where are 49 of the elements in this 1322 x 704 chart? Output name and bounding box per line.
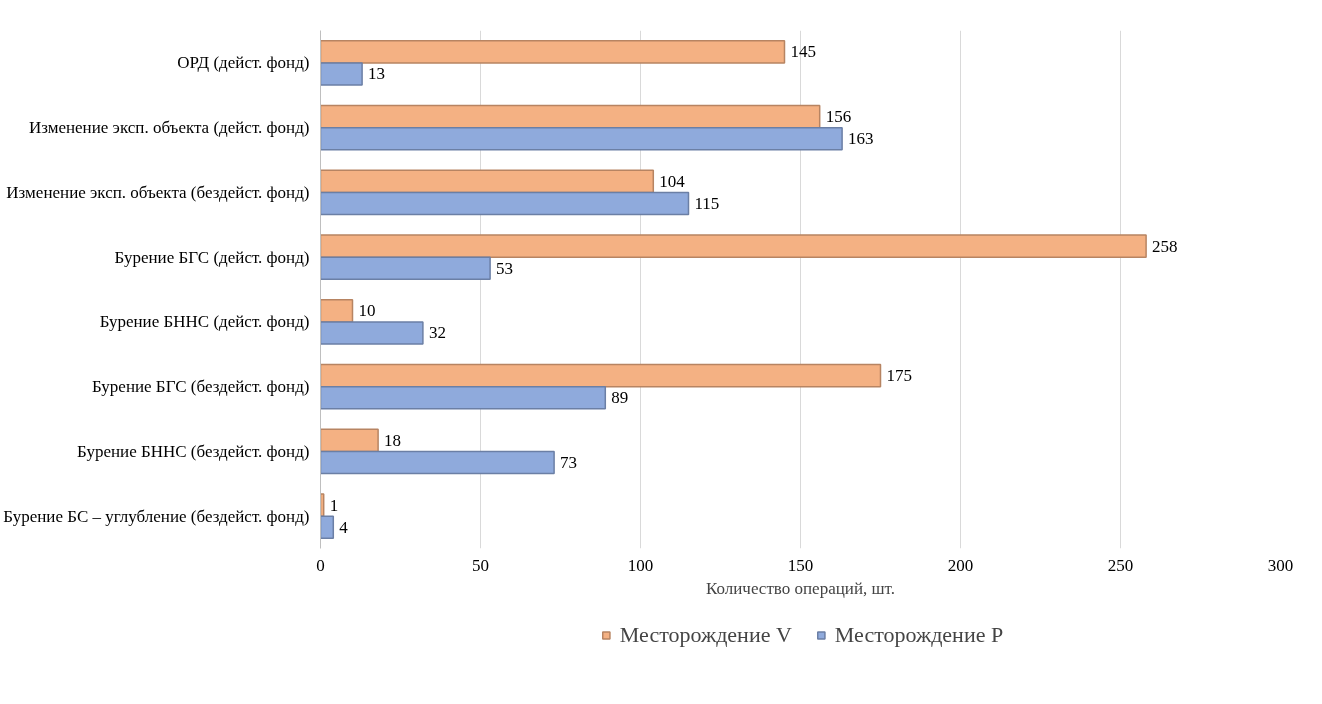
x-tick-label: 0: [316, 555, 325, 575]
data-label: 4: [339, 517, 349, 537]
data-label: 258: [1152, 236, 1178, 256]
legend-label: Месторождение V: [619, 622, 792, 648]
bar: [320, 450, 555, 475]
bar: [320, 321, 424, 345]
y-tick-label: Изменение эксп. объекта (дейст. фонд): [28, 118, 310, 138]
bar: [320, 234, 1147, 258]
bar: [320, 169, 655, 194]
y-tick-label: Бурение БННС (дейст. фонд): [99, 312, 310, 332]
data-label: 32: [428, 323, 446, 343]
bar: [320, 256, 491, 280]
x-tick-label: 250: [1107, 555, 1134, 575]
x-tick-label: 300: [1267, 555, 1294, 575]
bar: [320, 428, 379, 453]
data-label: 1: [329, 495, 339, 515]
legend-label: Месторождение P: [834, 622, 1004, 648]
data-label: 13: [368, 64, 386, 84]
data-label: 115: [694, 193, 720, 213]
data-label: 145: [790, 42, 816, 62]
x-tick-label: 100: [627, 555, 654, 575]
x-tick-label: 50: [472, 555, 489, 575]
data-label: 53: [496, 258, 514, 278]
bar: [320, 62, 363, 86]
x-axis-title: Количество операций, шт.: [706, 578, 895, 598]
data-label: 175: [886, 366, 912, 386]
y-tick-label: Бурение БННС (бездейст. фонд): [77, 441, 310, 461]
data-label: 163: [848, 129, 874, 149]
data-label: 104: [659, 171, 686, 191]
bar: [320, 191, 690, 216]
bar: [320, 385, 607, 410]
x-tick-label: 200: [947, 555, 974, 575]
bar: [320, 104, 821, 129]
bar: [320, 299, 354, 323]
y-tick-label: Бурение БС – углубление (бездейст. фонд): [3, 506, 310, 526]
data-label: 10: [358, 301, 376, 321]
y-tick-label: Изменение эксп. объекта (бездейст. фонд): [6, 182, 310, 202]
bar: [320, 363, 882, 388]
data-label: 89: [611, 388, 629, 408]
data-label: 156: [825, 107, 852, 127]
bar: [320, 40, 786, 64]
y-tick-label: Бурение БГС (бездейст. фонд): [92, 377, 310, 397]
data-label: 73: [560, 452, 578, 472]
x-tick-label: 150: [787, 555, 814, 575]
bar: [320, 515, 335, 539]
y-tick-label: ОРД (дейст. фонд): [177, 53, 310, 73]
bar: [320, 126, 843, 151]
y-tick-label: Бурение БГС (дейст. фонд): [114, 247, 310, 267]
data-label: 18: [384, 430, 402, 450]
